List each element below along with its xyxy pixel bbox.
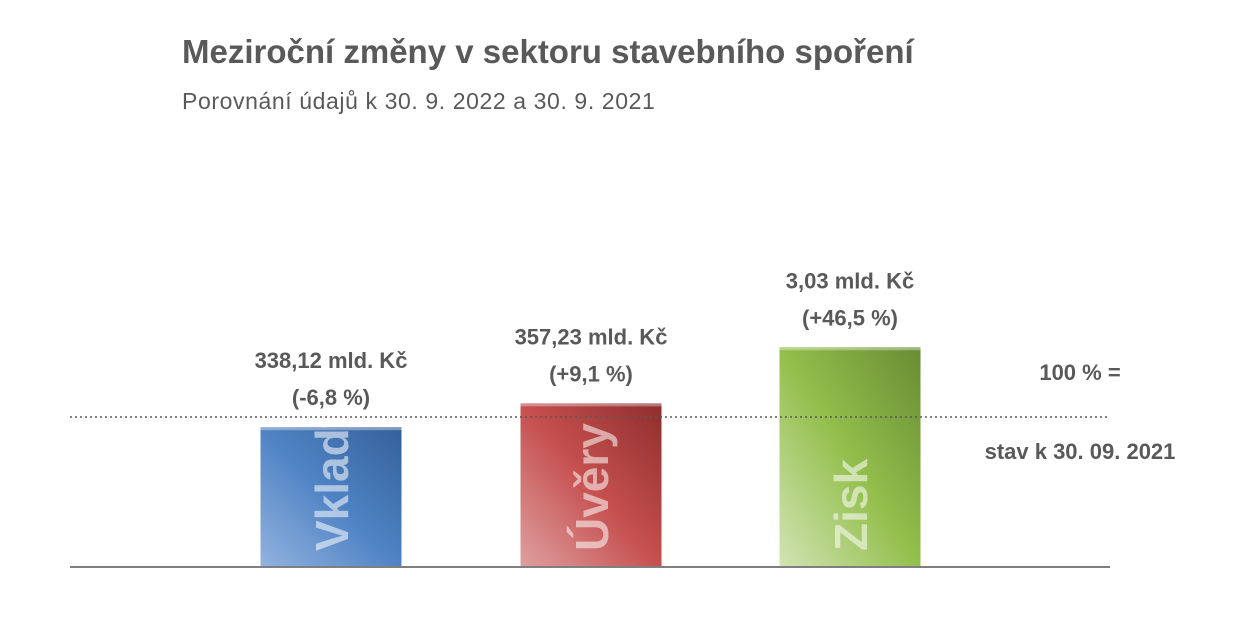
- category-label-zisk: Zisk: [825, 459, 877, 551]
- value-label-zisk-line2: (+46,5 %): [802, 305, 898, 330]
- value-label-vklady-line2: (-6,8 %): [292, 385, 370, 410]
- value-label-uvery-line1: 357,23 mld. Kč: [515, 324, 668, 349]
- value-label-vklady-line1: 338,12 mld. Kč: [255, 348, 408, 373]
- value-labels-layer: 338,12 mld. Kč (-6,8 %) 357,23 mld. Kč (+9,…: [255, 268, 915, 410]
- bar-top-highlight-uvery: [520, 403, 662, 407]
- reference-note-bottom: stav k 30. 09. 2021: [985, 439, 1176, 464]
- bars-layer: Vklady Úvěry Zisk: [260, 347, 921, 567]
- bar-top-highlight-zisk: [779, 347, 921, 351]
- chart-title: Meziroční změny v sektoru stavebního spo…: [182, 33, 916, 70]
- bar-uvery: [520, 403, 662, 567]
- category-label-vklady: Vklady: [306, 402, 358, 551]
- value-label-zisk-line1: 3,03 mld. Kč: [786, 268, 914, 293]
- category-label-uvery: Úvěry: [566, 423, 618, 551]
- bar-top-highlight-vklady: [260, 427, 402, 431]
- value-label-uvery-line2: (+9,1 %): [549, 361, 633, 386]
- reference-note-top: 100 % =: [1039, 360, 1120, 385]
- bar-zisk: [779, 347, 921, 567]
- chart-subtitle: Porovnání údajů k 30. 9. 2022 a 30. 9. 2…: [182, 88, 655, 114]
- bar-vklady: [260, 427, 402, 567]
